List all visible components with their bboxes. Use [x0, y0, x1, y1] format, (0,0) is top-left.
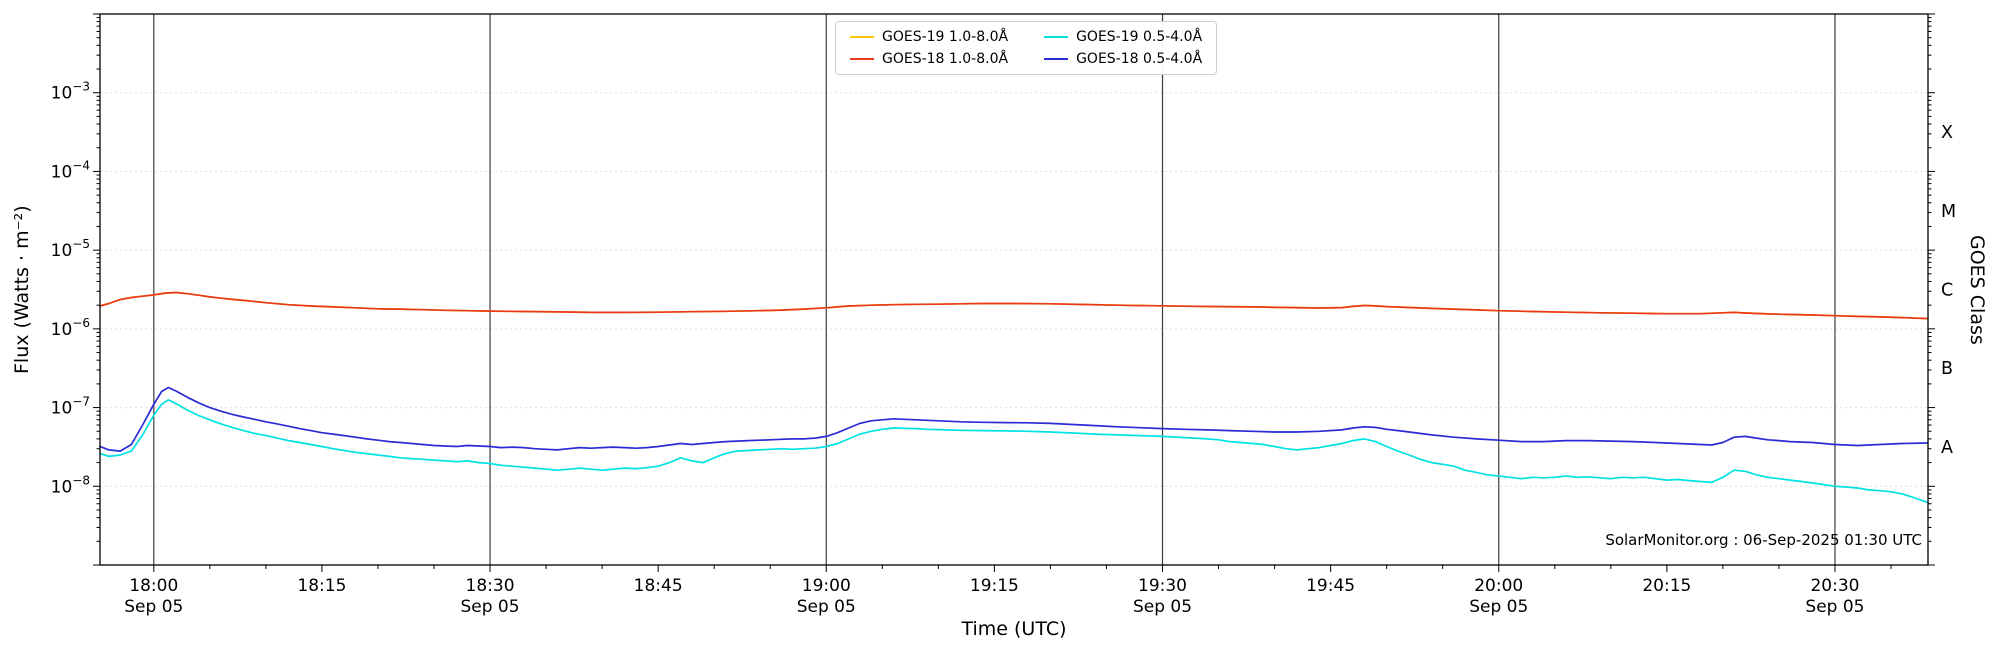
y-tick-label: 10−7: [51, 395, 90, 419]
legend-swatch-goes19-short: [1044, 35, 1069, 39]
legend-swatch-goes18-short: [1044, 57, 1069, 61]
goes-class-letter: A: [1941, 438, 1953, 458]
series-line: [99, 399, 1929, 504]
y-tick-label: 10−8: [51, 473, 90, 497]
goes-class-letter: M: [1941, 202, 1956, 222]
x-tick-label: 19:00: [802, 576, 851, 596]
x-tick-label: 20:15: [1642, 576, 1691, 596]
x-tick-label: 18:30: [466, 576, 515, 596]
legend-item: GOES-19 0.5-4.0Å: [1044, 29, 1202, 45]
x-tick-label: 18:45: [634, 576, 683, 596]
legend-item: GOES-18 1.0-8.0Å: [850, 51, 1008, 67]
y-tick-label: 10−4: [51, 158, 90, 182]
series-line: [99, 386, 1929, 452]
legend-item: GOES-18 0.5-4.0Å: [1044, 51, 1202, 67]
series-line: [99, 291, 1929, 320]
x-tick-label: 20:00: [1474, 576, 1523, 596]
x-date-label: Sep 05: [124, 597, 183, 617]
right-axis-label: GOES Class: [1966, 234, 1988, 345]
plot-frame: [99, 13, 1929, 566]
series-line: [99, 291, 1929, 320]
legend-item: GOES-19 1.0-8.0Å: [850, 29, 1008, 45]
x-date-label: Sep 05: [797, 597, 856, 617]
y-tick-label: 10−3: [51, 80, 90, 104]
legend-label: GOES-18 0.5-4.0Å: [1076, 51, 1203, 68]
x-tick-label: 19:30: [1138, 576, 1187, 596]
x-tick-label: 18:15: [297, 576, 346, 596]
legend: GOES-19 1.0-8.0Å GOES-18 1.0-8.0Å GOES-1…: [835, 21, 1218, 76]
y-tick-label: 10−5: [51, 237, 90, 261]
y-axis-label: Flux (Watts · m⁻²): [11, 205, 33, 374]
legend-label: GOES-19 1.0-8.0Å: [882, 29, 1009, 45]
goes-class-letter: B: [1941, 359, 1953, 379]
x-date-label: Sep 05: [1805, 597, 1864, 617]
x-tick-label: 18:00: [129, 576, 178, 596]
x-date-label: Sep 05: [1133, 597, 1192, 617]
goes-class-letter: X: [1941, 123, 1953, 143]
x-date-label: Sep 05: [1469, 597, 1528, 617]
goes-class-letter: C: [1941, 281, 1953, 301]
x-axis-label: Time (UTC): [961, 618, 1067, 640]
legend-label: GOES-18 1.0-8.0Å: [882, 51, 1009, 68]
x-tick-label: 19:15: [970, 576, 1019, 596]
legend-swatch-goes18-long: [850, 57, 874, 61]
x-tick-label: 20:30: [1810, 576, 1859, 596]
legend-swatch-goes19-long: [850, 35, 874, 39]
x-tick-label: 19:45: [1306, 576, 1355, 596]
legend-label: GOES-19 0.5-4.0Å: [1076, 29, 1203, 45]
y-tick-label: 10−6: [51, 316, 90, 340]
source-annotation: SolarMonitor.org : 06-Sep-2025 01:30 UTC: [1605, 531, 1922, 549]
x-date-label: Sep 05: [460, 597, 519, 617]
